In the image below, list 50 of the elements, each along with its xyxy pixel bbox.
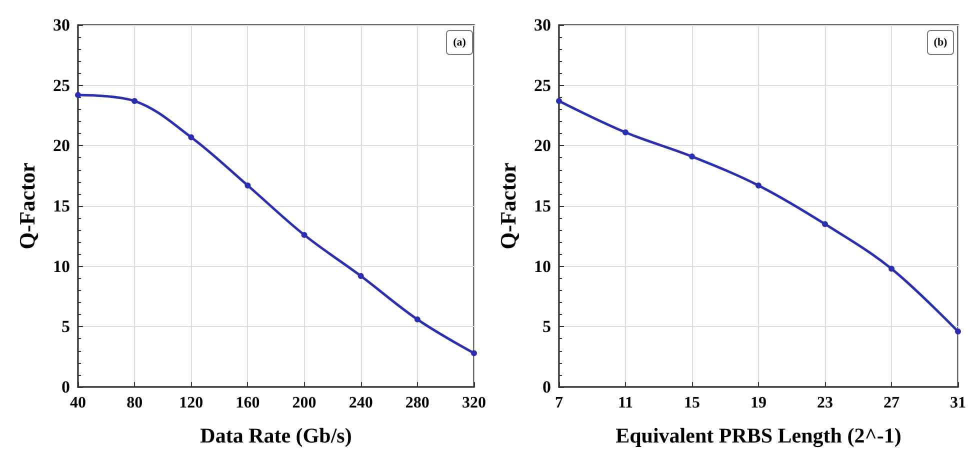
x-tick-label: 23	[817, 394, 833, 412]
y-tick-label: 15	[53, 196, 70, 216]
x-axis-title: Equivalent PRBS Length (2^-1)	[616, 424, 902, 448]
y-axis-title: Q-Factor	[14, 162, 40, 250]
point	[75, 92, 81, 98]
point	[244, 182, 251, 188]
x-tick-label: 15	[684, 394, 700, 412]
x-axis-title: Data Rate (Gb/s)	[200, 424, 352, 448]
x-tick-label: 320	[462, 394, 486, 412]
x-tick-label: 31	[950, 394, 966, 412]
x-tick-label: 19	[750, 394, 766, 412]
x-tick-label: 280	[405, 394, 430, 412]
x-tick-label: 40	[70, 394, 86, 412]
y-tick-label: 10	[53, 256, 70, 276]
point	[955, 328, 961, 334]
y-axis-title: Q-Factor	[496, 162, 520, 250]
y-tick-label: 15	[534, 196, 551, 216]
y-tick-label: 30	[53, 16, 70, 34]
y-tick-label: 0	[542, 378, 551, 396]
y-tick-label: 10	[534, 256, 551, 276]
y-tick-label: 0	[62, 378, 70, 396]
y-tick-label: 5	[62, 317, 70, 336]
x-tick-label: 160	[236, 394, 260, 412]
annotation: (b)	[934, 36, 948, 48]
point	[556, 98, 562, 104]
y-tick-label: 30	[534, 16, 551, 34]
point	[188, 134, 194, 140]
x-tick-label: 240	[348, 394, 373, 412]
y-tick-label: 25	[53, 76, 70, 95]
x-tick-label: 200	[292, 394, 316, 412]
annotation: (a)	[453, 36, 466, 48]
point	[756, 182, 762, 188]
point	[888, 266, 894, 272]
x-tick-label: 7	[555, 394, 563, 412]
y-tick-label: 20	[534, 136, 551, 156]
point	[358, 272, 364, 279]
y-tick-label: 25	[534, 76, 551, 95]
x-tick-label: 120	[179, 394, 204, 412]
x-tick-label: 27	[884, 394, 900, 412]
x-tick-label: 80	[126, 394, 143, 412]
y-tick-label: 20	[53, 136, 70, 156]
point	[132, 98, 138, 104]
point	[414, 316, 420, 322]
point	[622, 129, 628, 136]
point	[301, 232, 308, 238]
y-tick-label: 5	[542, 317, 551, 336]
point	[471, 350, 477, 356]
point	[689, 154, 695, 160]
point	[822, 221, 828, 228]
x-tick-label: 11	[618, 394, 634, 412]
